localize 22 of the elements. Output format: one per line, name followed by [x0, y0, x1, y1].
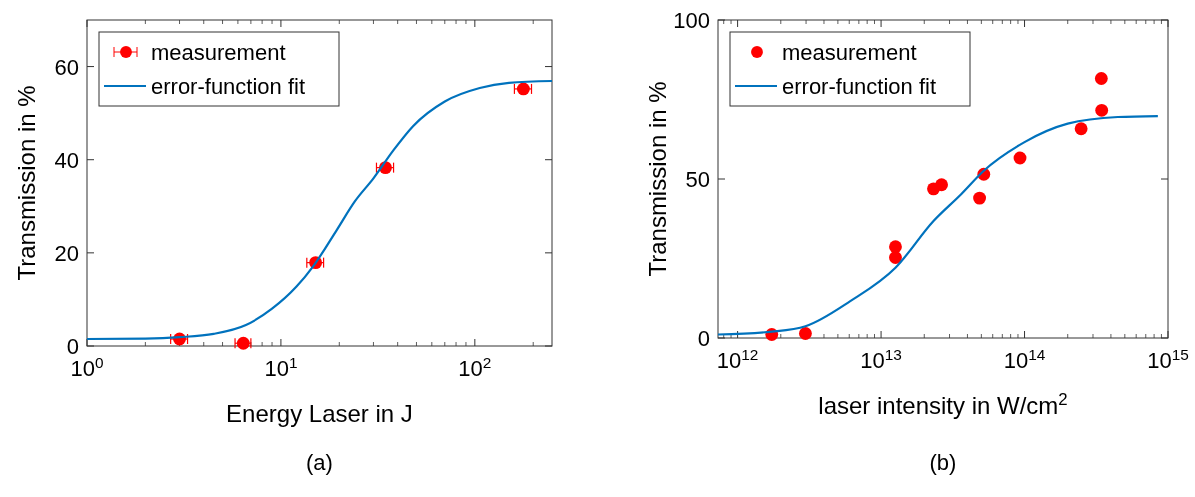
x-tick-label: 10$^{14}$ — [1003, 345, 1046, 373]
legend-label: error-function fit — [782, 74, 937, 99]
text: (b) — [929, 450, 957, 475]
x-tick-label: 10$^{2}$ — [458, 353, 492, 381]
x-tick-label: 10$^{15}$ — [1147, 345, 1189, 373]
y-tick-label: 0 — [697, 326, 710, 351]
legend-label: measurement — [782, 40, 917, 65]
y-axis-title: Transmission in % — [644, 81, 671, 277]
legend-label: error-function fit — [151, 74, 306, 99]
x-tick-label: 10$^{12}$ — [716, 345, 759, 373]
x-axis-title: Energy Laser in J — [226, 400, 413, 427]
y-tick-label: 100 — [673, 8, 710, 33]
y-tick-label: 50 — [685, 167, 710, 192]
x-axis-title: laser intensity in W/cm$^{2}$ — [818, 389, 1068, 419]
y-tick-label: 60 — [54, 54, 79, 80]
x-tick-label: 10$^{13}$ — [860, 345, 902, 373]
y-axis-title: Transmission in % — [13, 85, 40, 281]
y-tick-label: 40 — [54, 147, 79, 173]
legend-label: measurement — [151, 40, 286, 65]
x-tick-label: 10$^{1}$ — [264, 353, 298, 381]
y-tick-label: 20 — [54, 240, 79, 266]
text: (a) — [306, 450, 333, 475]
